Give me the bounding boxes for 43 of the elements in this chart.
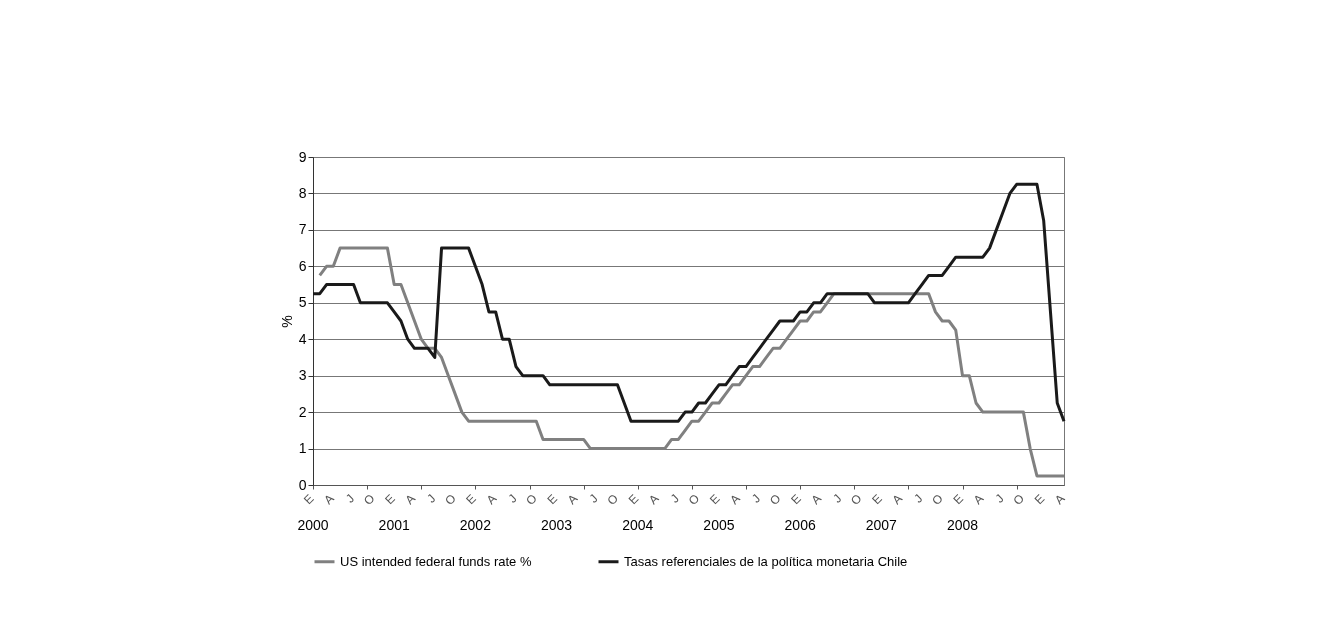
x-tick-label: A: [321, 491, 337, 508]
x-tick-label: O: [1010, 491, 1027, 508]
x-tick-label: J: [424, 491, 439, 506]
x-tick-label: J: [505, 491, 520, 506]
x-tick-label: A: [727, 491, 743, 508]
y-tick-label: 4: [298, 330, 307, 347]
x-tick-label: A: [483, 491, 500, 508]
x-tick-label: A: [889, 491, 906, 508]
y-tick-label: 8: [298, 184, 307, 201]
x-tick-label: O: [766, 491, 784, 508]
x-tick-label: A: [1051, 491, 1068, 508]
y-tick-label: 3: [298, 367, 307, 384]
x-tick-label: J: [992, 491, 1007, 506]
x-tick-label: A: [564, 491, 581, 508]
x-tick-label: E: [1031, 491, 1048, 508]
x-tick-label: O: [604, 491, 621, 508]
x-tick-label: J: [830, 491, 845, 506]
x-tick-label: A: [808, 491, 824, 508]
y-tick-label: 0: [298, 476, 307, 493]
y-tick-label: 7: [298, 221, 307, 238]
x-tick-label: O: [929, 491, 946, 508]
x-tick-label: J: [911, 491, 926, 506]
legend-label: Tasas referenciales de la política monetaria Chile: [624, 553, 908, 569]
y-tick-label: 9: [298, 148, 307, 165]
x-tick-label: O: [685, 491, 703, 508]
y-axis-title: %: [278, 315, 295, 328]
x-tick-label: J: [748, 491, 764, 506]
y-tick-label: 2: [298, 403, 307, 420]
y-tick-label: 1: [298, 440, 307, 457]
x-tick-label: J: [667, 491, 682, 506]
x-tick-label: O: [442, 491, 459, 508]
line-series: [311, 182, 1066, 423]
x-tick-label: O: [523, 491, 540, 508]
x-tick-label: J: [586, 491, 601, 506]
x-tick-label: A: [970, 491, 987, 508]
x-tick-label: O: [360, 491, 378, 508]
legend-label: US intended federal funds rate %: [340, 553, 532, 569]
x-tick-label: J: [342, 491, 358, 506]
y-tick-label: 5: [298, 294, 307, 311]
x-tick-label: A: [646, 491, 662, 508]
y-tick-label: 6: [298, 257, 307, 274]
x-tick-label: O: [848, 491, 865, 508]
x-tick-label: A: [402, 491, 419, 508]
